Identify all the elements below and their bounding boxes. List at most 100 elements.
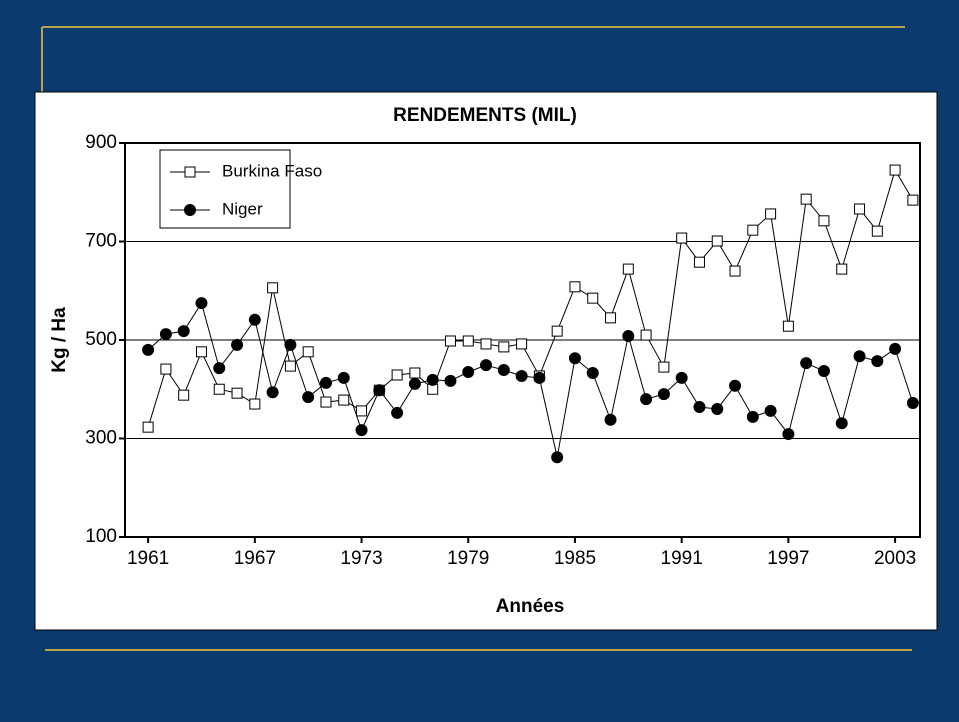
point (871, 225, 883, 237)
point (729, 265, 741, 277)
point (231, 338, 244, 351)
point (746, 410, 759, 423)
point (817, 365, 830, 378)
point (657, 388, 670, 401)
point (320, 396, 332, 408)
point (373, 384, 386, 397)
point (337, 371, 350, 384)
point (142, 343, 155, 356)
point (907, 194, 919, 206)
y-tick-label: 500 (85, 329, 117, 350)
point (729, 379, 742, 392)
point (178, 389, 190, 401)
point (818, 215, 830, 227)
point (356, 405, 368, 417)
point (302, 346, 314, 358)
point (586, 366, 599, 379)
point (444, 374, 457, 387)
point (889, 342, 902, 355)
y-tick-label: 300 (85, 428, 117, 449)
point (711, 402, 724, 415)
point (231, 387, 243, 399)
x-tick-label: 1967 (234, 548, 276, 569)
point (836, 263, 848, 275)
point (177, 325, 190, 338)
point (676, 232, 688, 244)
point (640, 329, 652, 341)
legend-label: Niger (222, 199, 263, 218)
point (516, 338, 528, 350)
point (480, 359, 493, 372)
point (782, 428, 795, 441)
point (480, 338, 492, 350)
point (462, 366, 475, 379)
x-tick-label: 1973 (340, 548, 382, 569)
point (658, 361, 670, 373)
point (551, 451, 564, 464)
point (800, 357, 813, 370)
legend-marker (184, 204, 196, 216)
point (675, 371, 688, 384)
y-tick-label: 100 (85, 526, 117, 547)
legend-box (159, 149, 291, 229)
point (284, 338, 297, 351)
point (142, 421, 154, 433)
point (533, 371, 546, 384)
point (319, 376, 332, 389)
point (765, 208, 777, 220)
point (391, 406, 404, 419)
legend-marker (184, 166, 196, 178)
point (800, 193, 812, 205)
point (267, 282, 279, 294)
point (159, 328, 172, 341)
point (391, 369, 403, 381)
point (338, 394, 350, 406)
x-tick-label: 1985 (554, 548, 596, 569)
x-tick-label: 1997 (767, 548, 809, 569)
point (266, 386, 279, 399)
point (497, 364, 510, 377)
point (711, 235, 723, 247)
point (640, 393, 653, 406)
y-tick-label: 700 (85, 231, 117, 252)
point (782, 320, 794, 332)
y-axis-label: Kg / Ha (49, 307, 70, 373)
point (622, 330, 635, 343)
point (871, 355, 884, 368)
point (747, 224, 759, 236)
point (284, 360, 296, 372)
point (249, 398, 261, 410)
point (568, 352, 581, 365)
point (693, 400, 706, 413)
point (248, 313, 261, 326)
point (764, 404, 777, 417)
x-tick-label: 1979 (447, 548, 489, 569)
x-tick-label: 1991 (661, 548, 703, 569)
point (408, 377, 421, 390)
point (160, 363, 172, 375)
point (195, 297, 208, 310)
point (835, 417, 848, 430)
point (551, 325, 563, 337)
point (355, 424, 368, 437)
legend-label: Burkina Faso (222, 161, 322, 180)
point (605, 312, 617, 324)
point (426, 373, 439, 386)
point (462, 335, 474, 347)
x-tick-label: 2003 (874, 548, 916, 569)
point (213, 383, 225, 395)
chart-title: RENDEMENTS (MIL) (393, 105, 577, 126)
point (906, 397, 919, 410)
point (587, 292, 599, 304)
point (409, 367, 421, 379)
series-line (147, 168, 914, 428)
point (213, 362, 226, 375)
y-tick-label: 900 (85, 132, 117, 153)
point (569, 281, 581, 293)
point (622, 263, 634, 275)
x-tick-label: 1961 (127, 548, 169, 569)
point (889, 164, 901, 176)
point (195, 346, 207, 358)
point (444, 335, 456, 347)
